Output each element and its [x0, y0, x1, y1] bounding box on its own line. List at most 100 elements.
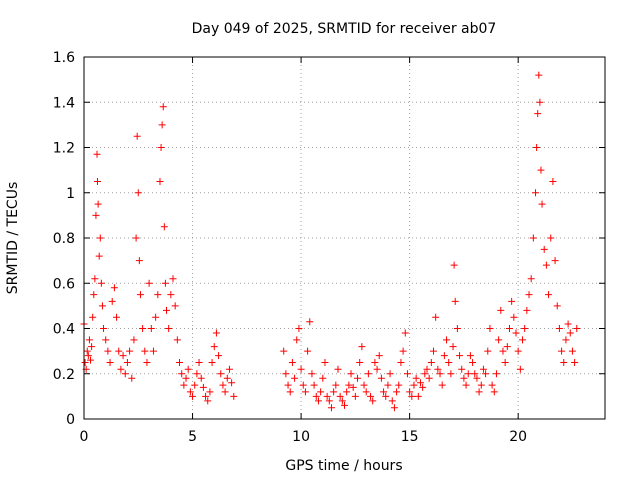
data-point	[345, 381, 353, 389]
data-point	[169, 275, 177, 283]
data-point	[501, 358, 509, 366]
data-point	[488, 381, 496, 389]
data-point	[535, 71, 543, 79]
data-point	[133, 132, 141, 140]
data-point	[193, 370, 201, 378]
data-point	[562, 336, 570, 344]
data-point	[351, 392, 359, 400]
data-point	[477, 381, 485, 389]
data-point	[93, 177, 101, 185]
data-point	[184, 365, 192, 373]
data-point	[83, 347, 91, 355]
data-point	[130, 336, 138, 344]
data-point	[443, 336, 451, 344]
x-tick-label: 5	[188, 429, 197, 445]
data-point	[534, 110, 542, 118]
data-point	[145, 279, 153, 287]
data-point	[286, 388, 294, 396]
data-point	[176, 358, 184, 366]
data-point	[573, 325, 581, 332]
data-point	[180, 381, 188, 389]
data-point	[301, 388, 309, 396]
data-point	[327, 404, 335, 412]
data-point	[484, 347, 492, 355]
data-point	[375, 352, 383, 360]
data-point	[108, 297, 116, 305]
data-point	[314, 397, 322, 405]
data-point	[100, 325, 108, 332]
data-point	[432, 313, 440, 321]
data-point	[225, 365, 233, 373]
data-point	[84, 352, 92, 360]
data-point	[416, 379, 424, 387]
chart-title: Day 049 of 2025, SRMTID for receiver ab0…	[192, 21, 497, 37]
data-point	[427, 358, 435, 366]
plot-frame	[83, 56, 606, 420]
data-point	[397, 358, 405, 366]
data-point	[510, 313, 518, 321]
data-point	[321, 358, 329, 366]
data-point	[367, 392, 375, 400]
data-point	[486, 325, 494, 332]
y-tick-label: 1.2	[53, 141, 75, 157]
data-point	[199, 383, 207, 391]
y-tick-label: 1	[66, 186, 75, 202]
data-point	[202, 392, 210, 400]
x-tick-label: 15	[401, 429, 419, 445]
data-point	[440, 352, 448, 360]
data-point	[117, 365, 125, 373]
data-point	[410, 381, 418, 389]
data-point	[430, 347, 438, 355]
data-point	[126, 347, 134, 355]
data-point	[479, 365, 487, 373]
data-point	[280, 347, 288, 355]
data-point	[412, 374, 420, 382]
data-point	[495, 336, 503, 344]
data-point	[89, 313, 97, 321]
data-point	[492, 370, 500, 378]
data-point	[471, 370, 479, 378]
data-point	[382, 392, 390, 400]
data-point	[568, 347, 576, 355]
y-tick-label: 0.8	[53, 231, 75, 247]
data-point	[497, 306, 505, 314]
data-point	[182, 374, 190, 382]
data-point	[299, 381, 307, 389]
data-point	[189, 392, 197, 400]
data-point	[158, 121, 166, 129]
data-point	[330, 388, 338, 396]
data-point	[221, 388, 229, 396]
data-point	[93, 150, 101, 158]
data-point	[571, 358, 579, 366]
data-point	[204, 397, 212, 405]
data-point	[450, 261, 458, 269]
data-point	[97, 279, 105, 287]
data-point	[295, 325, 303, 332]
data-point	[134, 189, 142, 197]
data-point	[132, 234, 140, 242]
data-point	[98, 302, 106, 310]
data-point	[121, 370, 129, 378]
data-point	[434, 365, 442, 373]
data-point	[102, 336, 110, 344]
y-tick-label: 0.2	[53, 367, 75, 383]
data-point	[141, 347, 149, 355]
data-point	[135, 257, 143, 265]
data-point	[288, 358, 296, 366]
data-point	[297, 365, 305, 373]
data-point	[115, 347, 123, 355]
data-point	[212, 329, 220, 337]
data-point	[408, 392, 416, 400]
y-axis-label: SRMTID / TECUs	[5, 182, 21, 295]
data-point	[106, 358, 114, 366]
data-point	[208, 358, 216, 366]
data-point	[464, 370, 472, 378]
data-point	[399, 347, 407, 355]
x-tick-label: 0	[80, 429, 89, 445]
data-point	[403, 370, 411, 378]
data-point	[358, 343, 366, 351]
data-point	[436, 370, 444, 378]
data-point	[156, 177, 164, 185]
data-point	[206, 388, 214, 396]
